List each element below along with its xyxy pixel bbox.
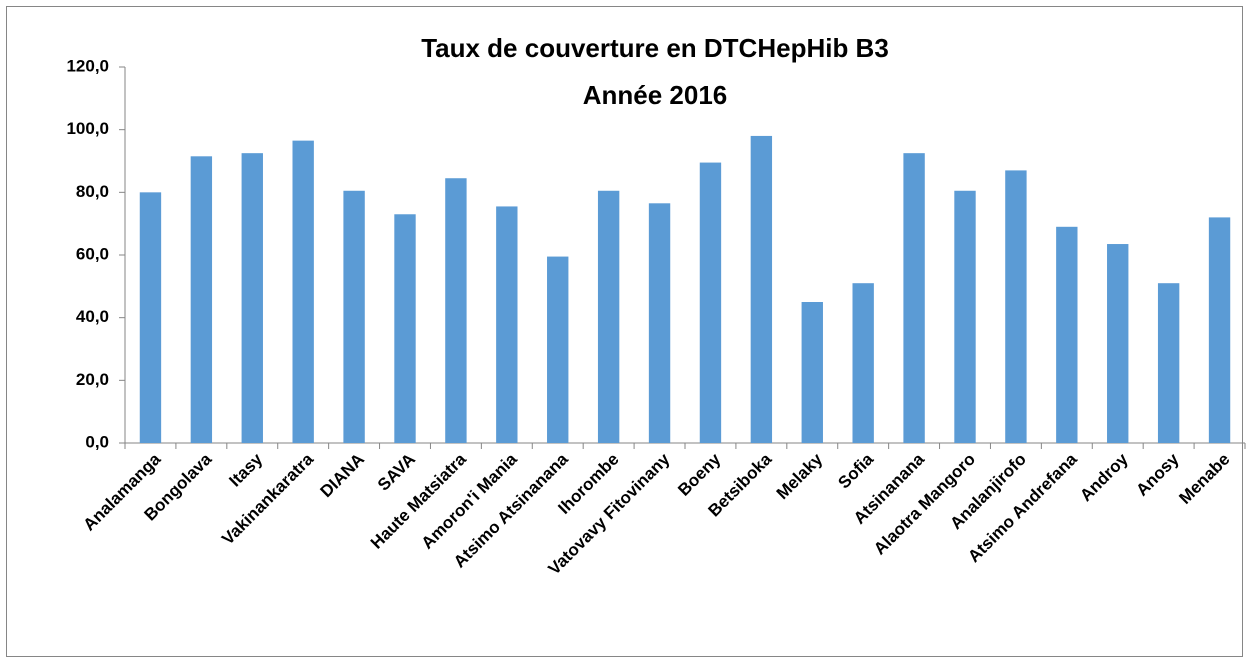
chart-frame (6, 6, 1243, 657)
bar (699, 162, 722, 444)
bar (903, 153, 925, 443)
y-tick-label: 80,0 (76, 182, 109, 201)
y-tick-label: 20,0 (76, 370, 109, 389)
bar (597, 190, 620, 443)
bar (1208, 217, 1231, 443)
bar (954, 190, 976, 443)
y-tick-label: 120,0 (66, 56, 109, 75)
bar (139, 192, 162, 443)
y-tick-label: 40,0 (76, 307, 109, 326)
bar (343, 190, 365, 443)
chart-subtitle: Année 2016 (583, 80, 728, 110)
bar (394, 214, 416, 443)
bar (241, 153, 263, 443)
bar (750, 135, 773, 443)
y-tick-label: 100,0 (66, 119, 109, 138)
chart-title: Taux de couverture en DTCHepHib B3 (421, 33, 889, 63)
bar (1056, 226, 1078, 443)
bar (547, 256, 569, 443)
y-tick-label: 0,0 (85, 432, 109, 451)
bar (190, 156, 213, 444)
bar (801, 302, 823, 443)
bar (1157, 283, 1180, 443)
bar (1005, 170, 1027, 443)
bar (496, 206, 518, 443)
bar (852, 283, 874, 443)
bar (292, 140, 314, 443)
bar (648, 203, 671, 443)
bar (1107, 244, 1129, 443)
bar (445, 178, 467, 443)
y-tick-label: 60,0 (76, 244, 109, 263)
